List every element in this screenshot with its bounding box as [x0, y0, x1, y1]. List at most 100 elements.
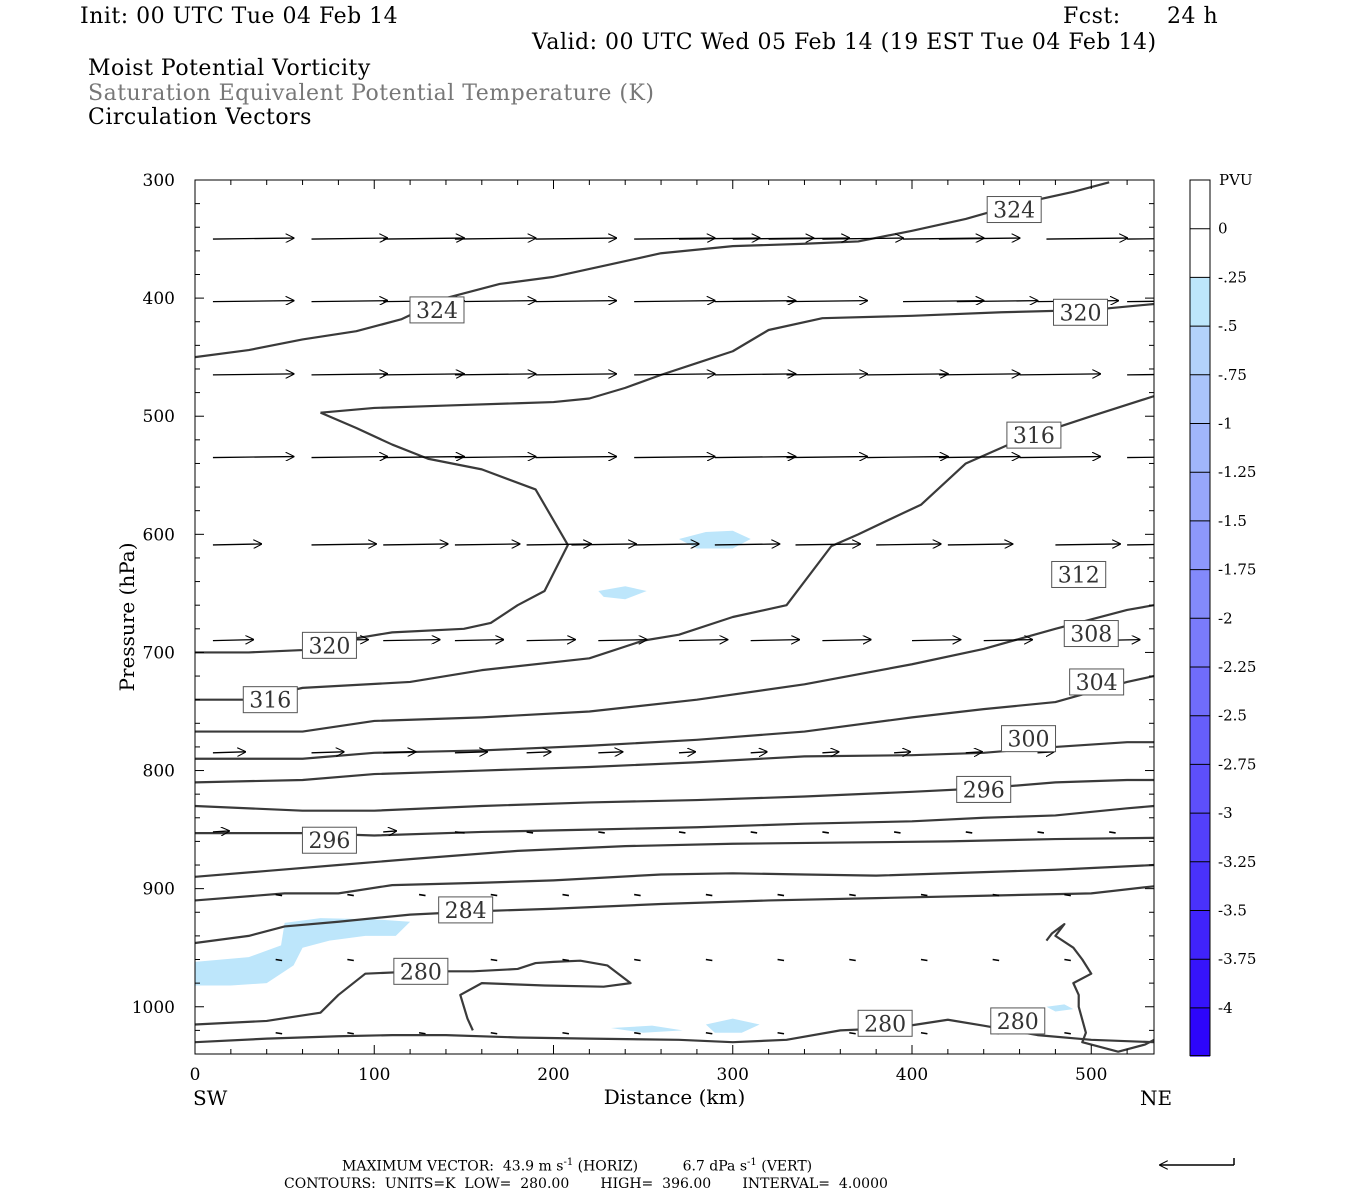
theta-contour-13: [1045, 922, 1154, 1053]
y-tick-label: 400: [143, 289, 175, 309]
circulation-vector: [1127, 238, 1154, 240]
colorbar-label: -3.75: [1218, 950, 1256, 968]
circulation-vector: [992, 958, 1000, 962]
max-vector-horiz-exp: -1: [563, 1157, 574, 1168]
circulation-vector: [311, 301, 388, 302]
y-tick-label: 800: [143, 762, 175, 782]
colorbar-label: -1: [1218, 415, 1233, 433]
colorbar-swatch: [1190, 618, 1210, 667]
circulation-vector: [1019, 374, 1101, 375]
contour-label-box: [242, 686, 298, 714]
contour-label-box: [1069, 668, 1125, 696]
circulation-vector: [678, 831, 686, 834]
pv-area-5: [1046, 1004, 1074, 1012]
colorbar-label: -1.5: [1218, 512, 1247, 530]
circulation-vector: [311, 752, 344, 753]
colorbar-swatch: [1190, 180, 1210, 229]
circulation-vector: [454, 238, 536, 239]
circulation-vector: [311, 457, 388, 458]
circulation-vector: [347, 1031, 354, 1035]
circulation-vector: [535, 238, 617, 239]
circulation-vector: [383, 831, 396, 832]
circulation-vector: [768, 238, 850, 239]
circulation-vector: [311, 544, 377, 545]
circulation-vector: [490, 893, 498, 897]
circulation-vector: [212, 238, 294, 239]
contour-label-box: [1051, 560, 1107, 588]
circulation-vector: [867, 374, 948, 375]
circulation-vector: [750, 831, 758, 834]
circulation-vector: [920, 1031, 928, 1035]
contour-label-box: [1053, 298, 1109, 326]
circulation-vector: [212, 457, 294, 458]
circulation-vector: [938, 238, 1020, 239]
y-tick-label: 500: [143, 407, 175, 427]
colorbar-swatch: [1190, 715, 1210, 765]
max-vector-horiz-unit: m s: [538, 1158, 564, 1175]
circulation-vector: [947, 544, 1013, 545]
circulation-vector: [750, 640, 799, 641]
circulation-vector: [634, 374, 715, 375]
circulation-vector: [212, 544, 261, 545]
theta-contour-3: [195, 395, 1154, 701]
contour-label-box: [857, 1009, 913, 1037]
contour-label: 300: [1008, 728, 1050, 753]
contour-label: 320: [308, 634, 350, 659]
colorbar-swatch: [1190, 277, 1210, 327]
circulation-vector: [786, 301, 868, 302]
contour-label-box: [409, 296, 465, 324]
circulation-vector: [678, 238, 760, 239]
circulation-vector: [598, 640, 646, 641]
contour-label: 280: [997, 1010, 1039, 1035]
circulation-vector: [849, 1031, 856, 1035]
colorbar-swatch: [1190, 374, 1210, 424]
x-tick-label: 300: [717, 1065, 749, 1085]
circulation-vector: [678, 752, 695, 753]
circulation-vector: [383, 238, 464, 239]
circulation-vector: [1127, 373, 1154, 376]
circulation-vector: [634, 544, 699, 545]
circulation-vector: [822, 752, 838, 753]
y-tick-label: 600: [143, 525, 175, 545]
circulation-vector: [454, 831, 465, 834]
circulation-vector: [876, 544, 941, 545]
forecast-hour: 24 h: [1167, 4, 1219, 29]
circulation-vector: [347, 958, 354, 962]
theta-contour-6: [195, 741, 1154, 784]
circulation-vector: [714, 374, 796, 375]
colorbar-label: -3: [1218, 804, 1233, 822]
x-tick-label: 500: [1075, 1065, 1107, 1085]
x-tick-label: 0: [190, 1065, 201, 1085]
theta-contour-5: [195, 674, 1154, 760]
circulation-vector: [526, 544, 592, 545]
contour-label-box: [438, 896, 494, 924]
contour-label: 316: [249, 689, 291, 714]
circulation-vector: [956, 301, 1038, 302]
colorbar-label: -3.5: [1218, 902, 1247, 920]
valid-time: Valid: 00 UTC Wed 05 Feb 14 (19 EST Tue …: [532, 30, 1157, 55]
circulation-vector: [535, 457, 617, 458]
circulation-vector: [311, 374, 388, 375]
colorbar-label: -2: [1218, 609, 1233, 627]
contour-units: UNITS=K: [384, 1176, 456, 1192]
circulation-vector: [938, 457, 1020, 458]
contour-label-box: [301, 826, 357, 854]
circulation-vector: [1127, 543, 1154, 546]
contour-label-box: [986, 196, 1042, 224]
circulation-vector: [562, 893, 570, 897]
circulation-vector: [1127, 300, 1154, 303]
circulation-vector: [535, 374, 617, 375]
colorbar-label: -.5: [1218, 317, 1237, 335]
colorbar-swatch: [1190, 861, 1210, 911]
colorbar-swatch: [1190, 472, 1210, 521]
colorbar-label: -4: [1218, 999, 1233, 1017]
circulation-vector: [526, 752, 551, 753]
contour-label: 324: [416, 299, 458, 324]
contour-label: 320: [1060, 301, 1102, 326]
pv-area-3: [705, 1018, 760, 1033]
contour-label-box: [301, 631, 357, 659]
circulation-vector: [822, 238, 903, 239]
contour-label: 280: [400, 960, 442, 985]
theta-contour-0: [195, 181, 1110, 359]
circulation-vector: [418, 893, 426, 897]
